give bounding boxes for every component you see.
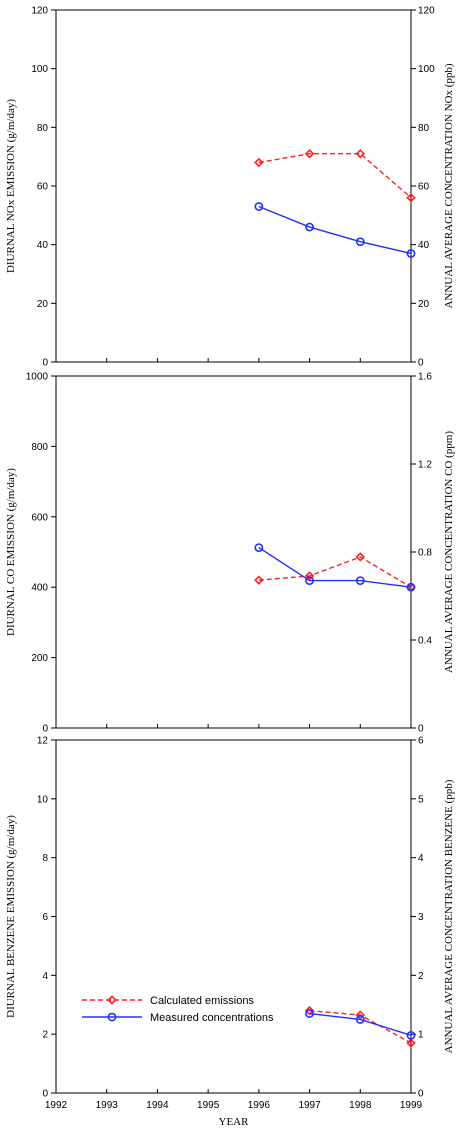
measured-concentrations-point bbox=[406, 1030, 416, 1040]
x-tick-label: 1995 bbox=[197, 1100, 220, 1111]
series-line-calculated-emissions bbox=[309, 1009, 412, 1044]
left-tick-label: 100 bbox=[31, 64, 48, 75]
x-tick-label: 1999 bbox=[400, 1100, 423, 1111]
right-tick-label: 0.4 bbox=[418, 636, 432, 647]
right-tick-label: 0 bbox=[418, 1089, 424, 1100]
x-tick-label: 1992 bbox=[45, 1100, 68, 1111]
legend-marker bbox=[107, 995, 117, 1005]
legend-label: Measured concentrations bbox=[150, 1012, 274, 1024]
measured-concentrations-point bbox=[406, 582, 416, 592]
right-tick-label: 1.6 bbox=[418, 372, 432, 383]
right-axis-label: ANNUAL AVERAGE CONCENTRATION CO (ppm) bbox=[443, 431, 455, 673]
right-axis-label: ANNUAL AVERAGE CONCENTRATION BENZENE (pp… bbox=[443, 779, 455, 1053]
left-tick-label: 4 bbox=[42, 971, 48, 982]
left-axis-label: DIURNAL BENZENE EMISSION (g/m/day) bbox=[5, 815, 17, 1018]
plot-frame-3 bbox=[55, 739, 412, 1094]
measured-concentrations-point bbox=[355, 576, 365, 585]
series-line-measured-concentrations bbox=[258, 547, 412, 588]
measured-concentrations-point bbox=[305, 576, 314, 585]
left-tick-label: 8 bbox=[42, 853, 48, 864]
right-tick-label: 20 bbox=[418, 299, 430, 310]
left-tick-label: 200 bbox=[31, 653, 48, 664]
calculated-emissions-point bbox=[355, 1010, 366, 1020]
calculated-emissions-point bbox=[355, 552, 366, 562]
measured-concentrations-point bbox=[305, 222, 314, 232]
right-tick-label: 5 bbox=[418, 794, 424, 805]
measured-concentrations-point bbox=[355, 237, 365, 247]
measured-concentrations-point bbox=[254, 202, 264, 211]
x-tick-label: 1996 bbox=[248, 1100, 271, 1111]
calculated-emissions-point bbox=[254, 575, 264, 585]
x-axis-label: YEAR bbox=[219, 1116, 250, 1128]
measured-concentrations-point bbox=[305, 1009, 314, 1018]
right-tick-label: 1 bbox=[418, 1030, 424, 1041]
right-tick-label: 40 bbox=[418, 240, 430, 251]
calculated-emissions-point bbox=[304, 571, 315, 581]
measured-concentrations-point bbox=[406, 249, 416, 258]
calculated-emissions-point bbox=[406, 1038, 416, 1048]
x-tick-label: 1997 bbox=[298, 1100, 321, 1111]
measured-concentrations-point bbox=[355, 1015, 365, 1024]
calculated-emissions-point bbox=[355, 149, 366, 159]
right-tick-label: 0 bbox=[418, 358, 424, 369]
series-line-measured-concentrations bbox=[309, 1012, 412, 1037]
calculated-emissions-point bbox=[406, 193, 416, 203]
left-tick-label: 0 bbox=[42, 724, 48, 735]
x-tick-label: 1994 bbox=[146, 1100, 169, 1111]
plot-frame-2 bbox=[55, 375, 412, 729]
left-tick-label: 400 bbox=[31, 583, 48, 594]
left-tick-label: 6 bbox=[42, 912, 48, 923]
right-tick-label: 2 bbox=[418, 971, 424, 982]
series-line-calculated-emissions bbox=[258, 556, 412, 588]
right-tick-label: 60 bbox=[418, 182, 430, 193]
right-tick-label: 100 bbox=[418, 64, 435, 75]
left-tick-label: 2 bbox=[42, 1030, 48, 1041]
left-axis-label: DIURNAL CO EMISSION (g/m/day) bbox=[5, 468, 17, 636]
right-tick-label: 0 bbox=[418, 724, 424, 735]
left-axis-label: DIURNAL NOx EMISSION (g/m/day) bbox=[5, 99, 17, 273]
left-tick-label: 20 bbox=[37, 299, 49, 310]
x-tick-label: 1998 bbox=[349, 1100, 372, 1111]
right-tick-label: 80 bbox=[418, 123, 430, 134]
left-tick-label: 120 bbox=[31, 6, 48, 17]
legend-marker bbox=[107, 1012, 117, 1022]
legend-label: Calculated emissions bbox=[150, 995, 254, 1007]
measured-concentrations-point bbox=[254, 543, 264, 552]
right-axis-label: ANNUAL AVERAGE CONCENTRATION NOx (ppb) bbox=[443, 63, 455, 308]
left-tick-label: 0 bbox=[42, 358, 48, 369]
x-tick-label: 1993 bbox=[96, 1100, 119, 1111]
left-tick-label: 1000 bbox=[26, 372, 49, 383]
left-tick-label: 80 bbox=[37, 123, 49, 134]
left-tick-label: 600 bbox=[31, 512, 48, 523]
right-tick-label: 3 bbox=[418, 912, 424, 923]
right-tick-label: 1.2 bbox=[418, 460, 432, 471]
series-line-measured-concentrations bbox=[258, 205, 412, 255]
left-tick-label: 12 bbox=[37, 736, 49, 747]
calculated-emissions-point bbox=[304, 149, 315, 159]
series-line-calculated-emissions bbox=[258, 153, 412, 199]
left-tick-label: 0 bbox=[42, 1089, 48, 1100]
left-tick-label: 10 bbox=[37, 794, 49, 805]
right-tick-label: 6 bbox=[418, 736, 424, 747]
right-tick-label: 4 bbox=[418, 853, 424, 864]
right-tick-label: 120 bbox=[418, 6, 435, 17]
left-tick-label: 60 bbox=[37, 182, 49, 193]
left-tick-label: 40 bbox=[37, 240, 49, 251]
left-tick-label: 800 bbox=[31, 442, 48, 453]
right-tick-label: 0.8 bbox=[418, 548, 432, 559]
calculated-emissions-point bbox=[254, 157, 264, 168]
plot-frame-1 bbox=[55, 9, 412, 363]
